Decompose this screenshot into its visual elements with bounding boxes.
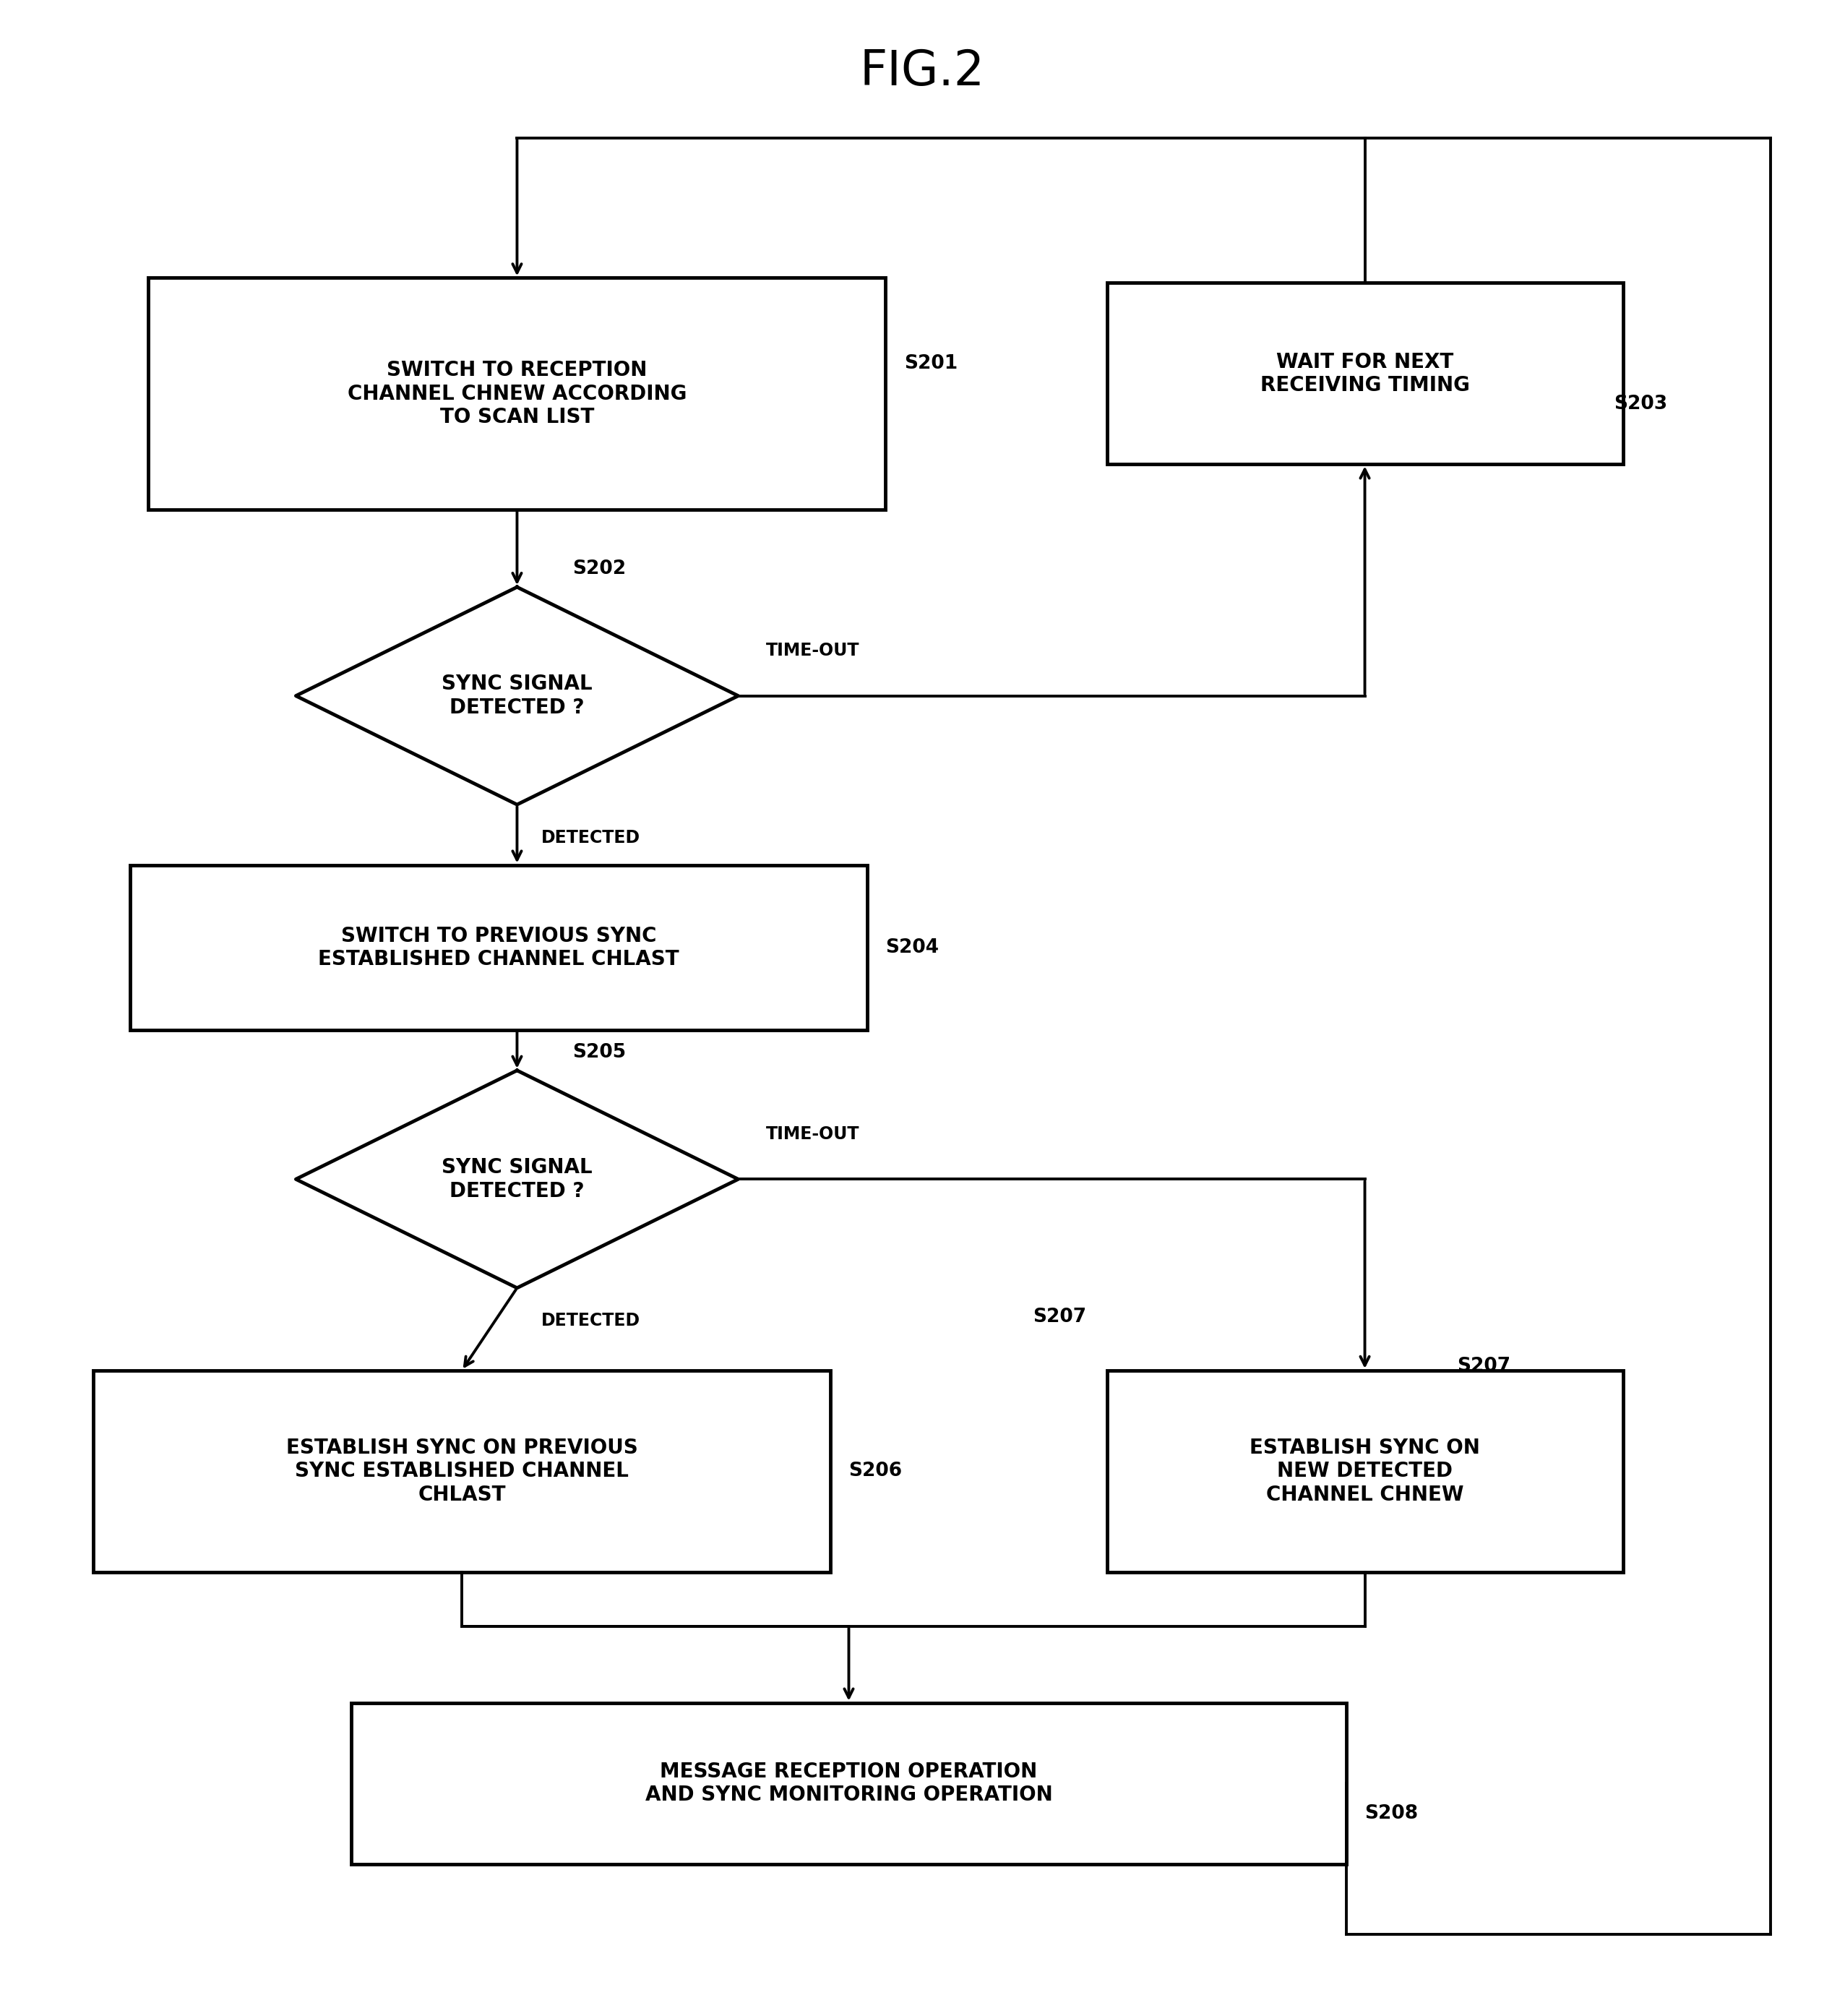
- Text: S207: S207: [1458, 1357, 1511, 1375]
- Text: S206: S206: [849, 1462, 902, 1480]
- Text: ESTABLISH SYNC ON
NEW DETECTED
CHANNEL CHNEW: ESTABLISH SYNC ON NEW DETECTED CHANNEL C…: [1249, 1437, 1480, 1504]
- Text: S207: S207: [1033, 1308, 1087, 1327]
- Text: SWITCH TO PREVIOUS SYNC
ESTABLISHED CHANNEL CHLAST: SWITCH TO PREVIOUS SYNC ESTABLISHED CHAN…: [317, 925, 679, 970]
- Bar: [148, 278, 886, 510]
- Text: SYNC SIGNAL
DETECTED ?: SYNC SIGNAL DETECTED ?: [441, 673, 592, 718]
- Text: S201: S201: [904, 355, 958, 373]
- Polygon shape: [295, 587, 738, 804]
- Text: S205: S205: [572, 1042, 625, 1062]
- Text: TIME-OUT: TIME-OUT: [766, 1125, 860, 1143]
- Text: WAIT FOR NEXT
RECEIVING TIMING: WAIT FOR NEXT RECEIVING TIMING: [1260, 351, 1470, 395]
- Text: S204: S204: [886, 937, 939, 958]
- Bar: [351, 1704, 1347, 1865]
- Polygon shape: [295, 1070, 738, 1288]
- Bar: [1107, 1371, 1624, 1572]
- Text: DETECTED: DETECTED: [541, 829, 640, 847]
- Text: S208: S208: [1365, 1804, 1419, 1822]
- Bar: [129, 865, 867, 1030]
- Text: TIME-OUT: TIME-OUT: [766, 643, 860, 659]
- Text: FIG.2: FIG.2: [860, 48, 985, 95]
- Text: S202: S202: [572, 560, 625, 579]
- Text: DETECTED: DETECTED: [541, 1312, 640, 1329]
- Bar: [1107, 282, 1624, 464]
- Bar: [92, 1371, 830, 1572]
- Text: SWITCH TO RECEPTION
CHANNEL CHNEW ACCORDING
TO SCAN LIST: SWITCH TO RECEPTION CHANNEL CHNEW ACCORD…: [347, 361, 686, 427]
- Text: SYNC SIGNAL
DETECTED ?: SYNC SIGNAL DETECTED ?: [441, 1157, 592, 1202]
- Text: MESSAGE RECEPTION OPERATION
AND SYNC MONITORING OPERATION: MESSAGE RECEPTION OPERATION AND SYNC MON…: [646, 1762, 1052, 1804]
- Text: S203: S203: [1614, 395, 1668, 413]
- Text: ESTABLISH SYNC ON PREVIOUS
SYNC ESTABLISHED CHANNEL
CHLAST: ESTABLISH SYNC ON PREVIOUS SYNC ESTABLIS…: [286, 1437, 638, 1504]
